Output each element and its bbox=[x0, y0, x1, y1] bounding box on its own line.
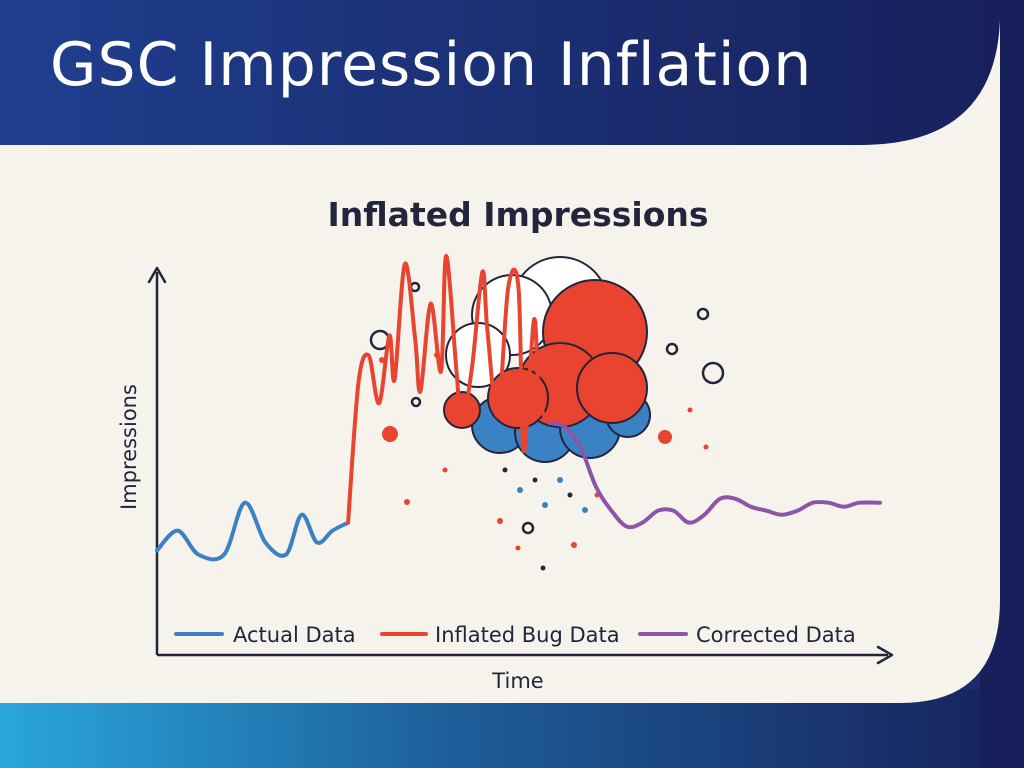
x-axis-label: Time bbox=[491, 669, 543, 693]
debris-bubbles bbox=[369, 281, 725, 535]
legend: Actual Data Inflated Bug Data Corrected … bbox=[174, 623, 856, 647]
y-axis-arrow-icon bbox=[147, 266, 167, 284]
series-layer bbox=[155, 254, 882, 562]
legend-label-inflated: Inflated Bug Data bbox=[435, 623, 620, 647]
series-line-inflated bbox=[346, 254, 552, 525]
explosion-cloud-icon bbox=[369, 256, 725, 571]
legend-label-actual: Actual Data bbox=[233, 623, 356, 647]
y-axis-label: Impressions bbox=[117, 384, 141, 510]
debris-dots bbox=[379, 352, 709, 571]
legend-label-corrected: Corrected Data bbox=[696, 623, 856, 647]
x-axis-arrow-icon bbox=[876, 645, 894, 665]
series-line-corrected bbox=[547, 421, 882, 530]
chart-title: Inflated Impressions bbox=[327, 195, 708, 234]
series-line-actual bbox=[155, 500, 351, 562]
page-title: GSC Impression Inflation bbox=[50, 30, 813, 100]
